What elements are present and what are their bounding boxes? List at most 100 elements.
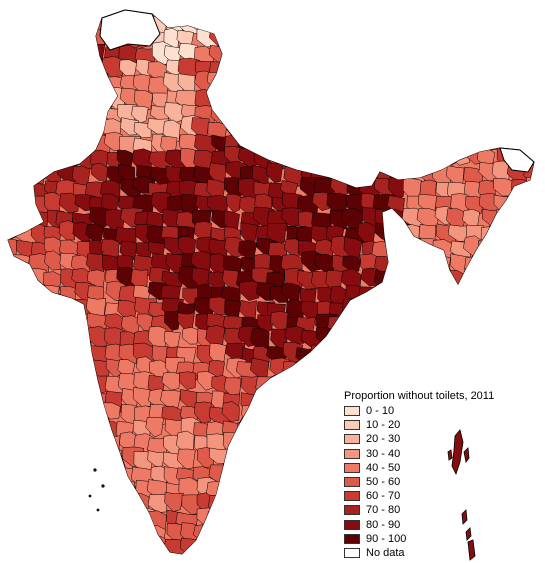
legend-swatch [344,462,360,473]
district-region [329,345,350,365]
district-region [280,401,300,421]
district-region [86,480,108,502]
district-region [508,330,527,352]
district-region [493,107,513,130]
legend-row: No data [344,546,524,560]
district-region [8,42,24,63]
district-region [56,46,74,70]
district-region [476,42,494,63]
district-region [310,344,329,363]
district-region [346,29,368,49]
district-region [541,509,545,532]
district-region [238,12,259,35]
district-region [433,330,451,348]
district-region [301,89,320,113]
district-region [504,73,527,93]
district-region [301,47,320,69]
district-region [14,376,37,396]
district-region [206,10,229,20]
district-region [254,436,273,459]
district-region [239,121,261,138]
island-shape [93,468,97,472]
district-region [360,135,381,157]
district-region [284,326,305,345]
district-region [224,461,247,482]
district-region [299,494,319,519]
district-region [401,224,420,245]
district-region [12,297,32,321]
district-region [524,314,534,338]
island-shape [96,508,100,512]
district-region [251,72,270,92]
district-region [420,358,438,379]
district-region [403,10,426,23]
district-region [370,359,390,381]
district-region [537,420,545,441]
district-region [296,149,317,174]
district-region [61,480,83,501]
legend-label: 20 - 30 [366,433,401,446]
district-region [521,27,534,49]
district-region [524,117,534,138]
district-region [541,192,545,213]
district-region [13,136,32,154]
district-region [540,240,545,262]
district-region [45,70,63,96]
district-region [15,449,36,472]
district-region [74,58,95,83]
district-region [13,45,35,66]
district-region [461,342,484,361]
district-region [267,10,289,18]
district-region [42,479,59,499]
district-region [42,326,64,349]
district-region [522,509,534,531]
district-region [300,481,320,503]
district-region [540,30,545,52]
district-region [26,44,45,63]
district-region [507,221,528,243]
district-region [15,343,39,361]
district-region [15,150,35,172]
district-region [30,136,48,160]
district-region [29,165,46,184]
district-region [403,341,421,365]
district-region [42,540,60,554]
legend-label: 40 - 50 [366,461,401,474]
district-region [522,207,534,226]
district-region [180,10,197,26]
district-region [207,72,227,90]
district-region [418,315,441,338]
district-region [418,89,439,115]
district-region [284,491,308,516]
district-region [542,540,545,562]
district-region [225,509,247,535]
district-region [327,316,347,337]
district-region [342,13,360,33]
district-region [461,105,481,130]
district-region [341,163,362,187]
district-region [524,76,534,95]
district-region [45,132,66,155]
district-region [302,542,320,554]
district-region [90,505,112,528]
district-region [541,554,545,563]
district-region [251,462,271,484]
district-region [481,131,502,150]
district-region [402,118,421,135]
legend-row: 0 - 10 [344,404,524,418]
district-region [75,132,98,151]
district-region [42,357,60,381]
district-region [300,120,323,140]
district-region [28,358,47,380]
district-region [104,476,123,502]
district-region [255,509,278,533]
district-region [315,147,333,169]
district-region [59,346,78,366]
district-region [210,91,229,114]
legend-swatch [344,491,360,502]
district-region [57,448,81,467]
district-region [542,403,545,425]
legend-label: 60 - 70 [366,490,401,503]
district-region [239,72,259,95]
island-shape [101,484,105,488]
